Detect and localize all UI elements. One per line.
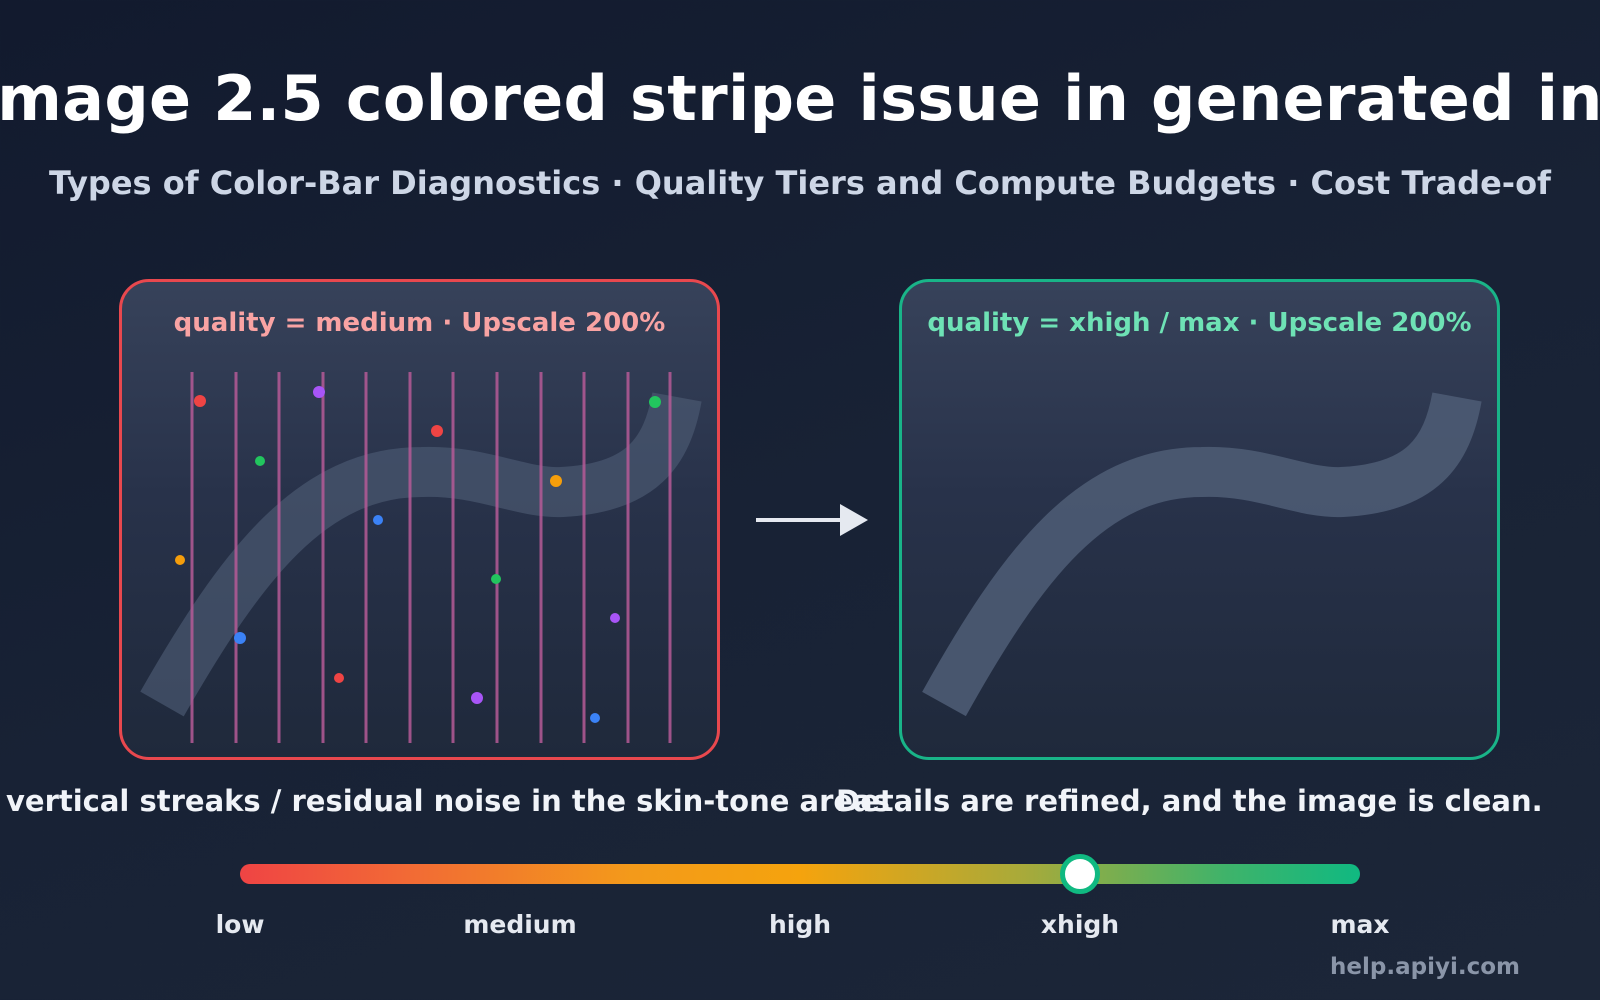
wave-shape-clean <box>922 392 1482 717</box>
noise-dot-12 <box>334 673 344 683</box>
medium-caption: vertical streaks / residual noise in the… <box>6 784 890 818</box>
noise-dots <box>175 386 661 723</box>
medium-quality-panel: quality = medium · Upscale 200% <box>119 279 720 760</box>
footer-site: help.apiyi.com <box>1330 954 1520 980</box>
wave-shape <box>140 392 702 717</box>
medium-panel-label: quality = medium · Upscale 200% <box>173 308 666 338</box>
noise-dot-11 <box>234 632 246 644</box>
tier-label-high[interactable]: high <box>768 910 832 939</box>
xhigh-quality-panel: quality = xhigh / max · Upscale 200% <box>899 279 1500 760</box>
xhigh-panel-label: quality = xhigh / max · Upscale 200% <box>927 308 1472 338</box>
noise-dot-9 <box>491 574 501 584</box>
tier-label-max[interactable]: max <box>1330 910 1390 939</box>
noise-dot-7 <box>175 555 185 565</box>
medium-preview-graphic <box>140 372 702 743</box>
xhigh-caption: Details are refined, and the image is cl… <box>836 784 1543 818</box>
tier-label-medium[interactable]: medium <box>463 910 577 939</box>
noise-dot-13 <box>471 692 483 704</box>
noise-dot-5 <box>550 475 562 487</box>
tier-label-xhigh[interactable]: xhigh <box>1040 910 1120 939</box>
page-subtitle: Types of Color-Bar Diagnostics · Quality… <box>49 164 1551 202</box>
noise-dot-4 <box>431 425 443 437</box>
noise-dot-14 <box>590 713 600 723</box>
noise-dot-1 <box>194 395 206 407</box>
quality-slider-track[interactable] <box>240 864 1360 884</box>
quality-slider-thumb[interactable] <box>1060 854 1100 894</box>
page-title: mage 2.5 colored stripe issue in generat… <box>0 62 1600 135</box>
right-arrow-icon <box>756 504 868 536</box>
xhigh-preview-graphic <box>922 392 1482 717</box>
noise-dot-3 <box>313 386 325 398</box>
vertical-stripes <box>190 372 672 743</box>
noise-dot-2 <box>255 456 265 466</box>
noise-dot-8 <box>373 515 383 525</box>
tier-label-low[interactable]: low <box>215 910 265 939</box>
noise-dot-6 <box>649 396 661 408</box>
noise-dot-10 <box>610 613 620 623</box>
